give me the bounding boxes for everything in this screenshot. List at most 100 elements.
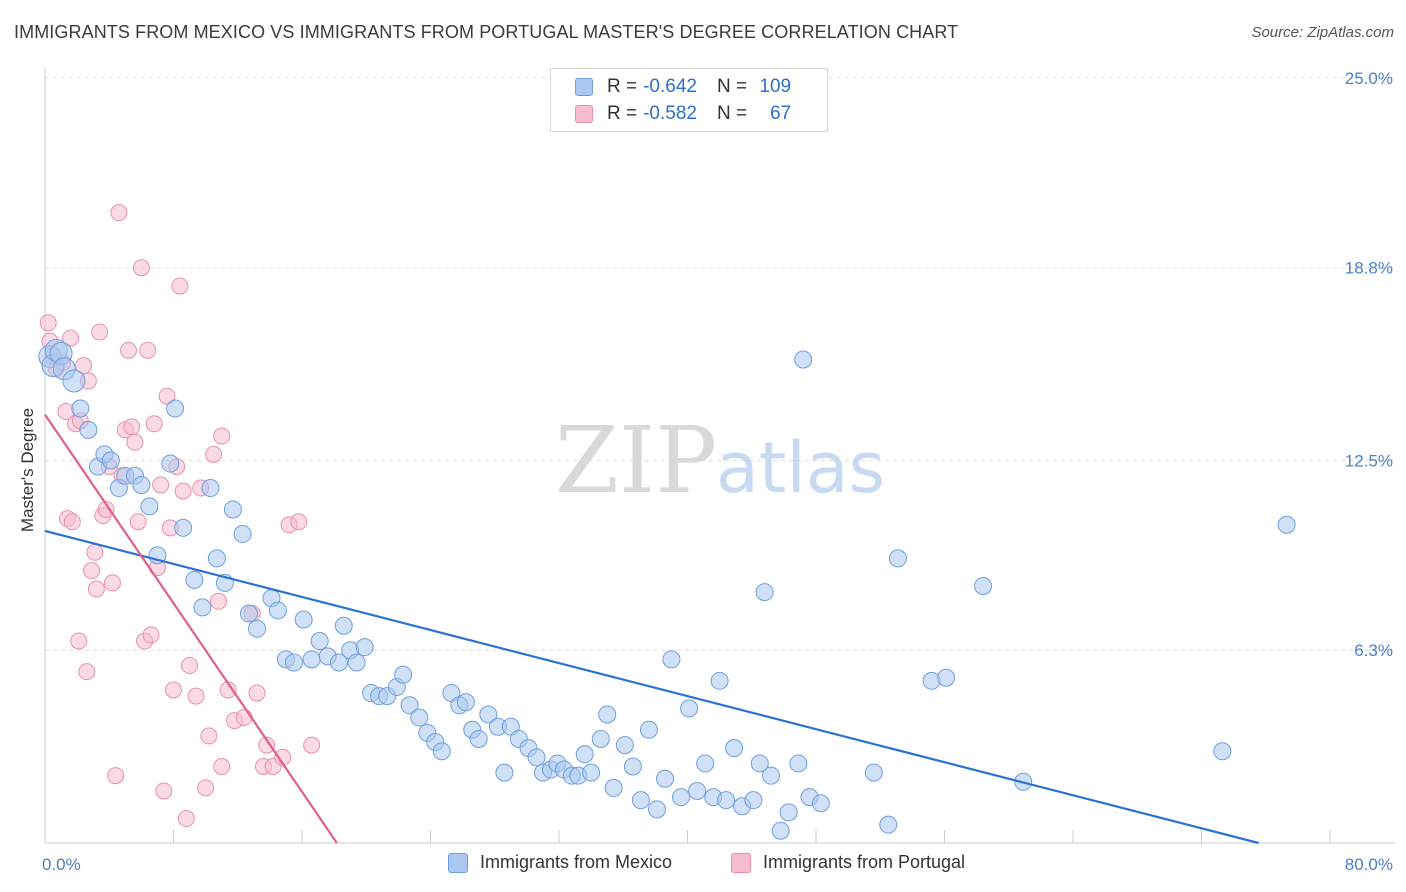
mexico-point — [974, 576, 993, 595]
portugal-point — [63, 513, 81, 531]
mexico-swatch — [575, 78, 593, 96]
mexico-legend-label: Immigrants from Mexico — [480, 852, 673, 872]
mexico-point — [248, 619, 267, 638]
mexico-point — [744, 791, 763, 810]
mexico-point — [591, 729, 610, 748]
mexico-point — [201, 479, 220, 498]
mexico-point — [598, 705, 617, 724]
grid-lines — [45, 77, 1395, 651]
trend-lines — [44, 413, 1259, 845]
portugal-point — [177, 810, 195, 828]
mexico-point — [479, 705, 498, 724]
portugal-point — [187, 687, 205, 705]
mexico-point — [582, 763, 601, 782]
portugal-point — [70, 632, 88, 650]
mexico-point — [527, 748, 546, 767]
portugal-point — [181, 657, 199, 675]
mexico-point — [688, 781, 707, 800]
portugal-point — [158, 387, 176, 405]
portugal-point — [303, 736, 321, 754]
mexico-point — [394, 665, 413, 684]
mexico-point — [794, 350, 813, 369]
portugal-point — [87, 580, 105, 598]
mexico-point — [329, 653, 348, 672]
mexico-point — [101, 451, 120, 470]
mexico-point — [662, 650, 681, 669]
mexico-point — [132, 475, 151, 494]
mexico-point — [284, 653, 303, 672]
mexico-point — [762, 766, 781, 785]
mexico-point — [62, 369, 86, 393]
portugal-point — [171, 277, 189, 295]
portugal-point — [110, 204, 128, 222]
y-tick-label: 12.5% — [1345, 452, 1393, 471]
mexico-point — [725, 739, 744, 758]
y-tick-label: 6.3% — [1354, 641, 1393, 660]
mexico-point — [193, 598, 212, 617]
y-axis-title: Master's Degree — [18, 408, 37, 532]
mexico-point — [174, 518, 193, 537]
mexico-point — [456, 693, 475, 712]
mexico-point — [771, 821, 790, 840]
portugal-point — [120, 341, 138, 359]
mexico-point — [432, 742, 451, 761]
source-credit: Source: ZipAtlas.com — [1251, 24, 1394, 41]
portugal-point — [83, 562, 101, 580]
mexico-point — [302, 650, 321, 669]
mexico-point — [223, 500, 242, 519]
mexico-point — [696, 754, 715, 773]
portugal-point — [145, 415, 163, 433]
mexico-point — [647, 800, 666, 819]
mexico-point — [623, 757, 642, 776]
y-tick-label: 25.0% — [1345, 69, 1393, 88]
portugal-n-label: N = — [716, 103, 748, 124]
mexico-r-label: R = — [607, 76, 638, 97]
x-tick-label: 0.0% — [42, 855, 81, 874]
portugal-point — [205, 445, 223, 463]
mexico-point — [310, 632, 329, 651]
mexico-point — [185, 570, 204, 589]
mexico-point — [604, 778, 623, 797]
portugal-point — [123, 418, 141, 436]
mexico-point — [575, 745, 594, 764]
portugal-point — [97, 500, 115, 518]
mexico-point — [161, 454, 180, 473]
portugal-point — [129, 513, 147, 531]
mexico-point — [355, 638, 374, 657]
mexico-point — [334, 616, 353, 635]
portugal-point — [165, 681, 182, 699]
legend-row-mexico: R = -0.642 N = 109 — [575, 75, 791, 99]
mexico-point — [268, 601, 287, 620]
portugal-point — [91, 323, 109, 341]
portugal-point — [62, 329, 80, 347]
mexico-point — [615, 736, 634, 755]
portugal-legend-swatch — [731, 852, 751, 873]
mexico-points — [38, 338, 1296, 840]
mexico-n-value: 109 — [759, 76, 792, 97]
mexico-point — [347, 653, 366, 672]
mexico-legend-swatch — [448, 852, 468, 873]
mexico-point — [469, 729, 488, 748]
mexico-trend-line — [44, 529, 1259, 845]
portugal-point — [209, 592, 227, 610]
portugal-n-value: 67 — [769, 103, 792, 124]
portugal-point — [213, 758, 231, 775]
tick-labels: 6.3% 12.5% 18.8% 25.0% 0.0% 80.0% — [42, 69, 1393, 874]
portugal-swatch — [575, 105, 593, 123]
mexico-n-label: N = — [716, 76, 748, 97]
bottom-legend-portugal: Immigrants from Portugal — [731, 852, 965, 873]
portugal-legend-label: Immigrants from Portugal — [763, 852, 966, 872]
y-tick-label: 18.8% — [1345, 259, 1393, 278]
portugal-point — [107, 767, 125, 785]
mexico-point — [410, 708, 429, 727]
mexico-point — [1213, 742, 1232, 761]
mexico-point — [779, 803, 798, 822]
portugal-point — [200, 727, 218, 745]
mexico-point — [140, 497, 159, 516]
portugal-point — [174, 482, 192, 500]
mexico-point — [755, 583, 774, 602]
mexico-point — [937, 668, 956, 687]
portugal-point — [75, 357, 93, 375]
mexico-point — [631, 791, 650, 810]
